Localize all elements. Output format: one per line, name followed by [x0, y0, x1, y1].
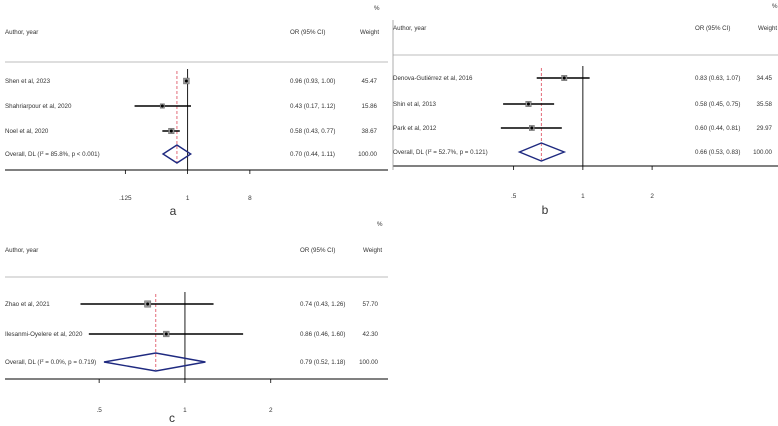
overall-or-ci: 0.66 (0.53, 0.83) — [695, 149, 740, 156]
study-point — [184, 79, 188, 83]
study-point — [526, 102, 530, 106]
panel-label: a — [170, 204, 177, 218]
study-point — [160, 104, 164, 108]
study-point — [530, 126, 534, 130]
overall-diamond — [103, 352, 206, 372]
overall-label: Overall, DL (I2 = 0.0%, p = 0.719) — [5, 358, 96, 367]
panel-label: c — [169, 411, 175, 425]
study-or-ci: 0.58 (0.45, 0.75) — [695, 101, 740, 108]
study-weight: 38.67 — [362, 128, 378, 135]
study-point — [164, 332, 168, 336]
overall-diamond — [517, 142, 567, 162]
study-label: Shahriarpour et al, 2020 — [5, 103, 72, 110]
header-or-ci: OR (95% CI) — [300, 247, 335, 254]
overall-label: Overall, DL (I2 = 52.7%, p = 0.121) — [393, 148, 488, 157]
study-or-ci: 0.96 (0.93, 1.00) — [290, 78, 335, 85]
overall-diamond — [161, 144, 193, 164]
header-weight: Weight — [360, 29, 379, 36]
x-axis-tick-label: .125 — [119, 195, 132, 202]
study-label: Shin et al, 2013 — [393, 101, 437, 108]
study-point — [146, 302, 150, 306]
study-point — [169, 129, 173, 133]
study-or-ci: 0.60 (0.44, 0.81) — [695, 125, 740, 132]
x-axis-tick-label: 2 — [650, 193, 654, 200]
study-or-ci: 0.83 (0.63, 1.07) — [695, 75, 740, 82]
study-weight: 45.47 — [362, 78, 378, 85]
header-percent: % — [772, 3, 778, 10]
header-author-year: Author, year — [5, 29, 38, 36]
study-or-ci: 0.74 (0.43, 1.26) — [300, 301, 345, 308]
study-label: Park et al, 2012 — [393, 125, 437, 132]
study-weight: 15.86 — [362, 103, 378, 110]
study-weight: 35.58 — [757, 101, 773, 108]
header-weight: Weight — [363, 247, 382, 254]
study-or-ci: 0.58 (0.43, 0.77) — [290, 128, 335, 135]
header-percent: % — [377, 221, 383, 228]
study-label: Zhao et al, 2021 — [5, 301, 50, 308]
header-or-ci: OR (95% CI) — [290, 29, 325, 36]
study-weight: 42.30 — [363, 331, 379, 338]
study-label: Noel et al, 2020 — [5, 128, 49, 135]
header-percent: % — [374, 5, 380, 12]
header-weight: Weight — [758, 25, 777, 32]
study-or-ci: 0.43 (0.17, 1.12) — [290, 103, 335, 110]
overall-weight: 100.00 — [753, 149, 772, 156]
header-author-year: Author, year — [393, 25, 426, 32]
x-axis-tick-label: .5 — [96, 407, 102, 414]
study-or-ci: 0.86 (0.46, 1.60) — [300, 331, 345, 338]
x-axis-tick-label: .5 — [511, 193, 517, 200]
overall-or-ci: 0.79 (0.52, 1.18) — [300, 359, 345, 366]
overall-weight: 100.00 — [359, 359, 378, 366]
study-weight: 57.70 — [363, 301, 379, 308]
x-axis-tick-label: 1 — [581, 193, 585, 200]
panel-label: b — [542, 203, 549, 217]
header-or-ci: OR (95% CI) — [695, 25, 730, 32]
study-label: Shen et al, 2023 — [5, 78, 51, 85]
study-label: Ilesanmi-Oyelere et al, 2020 — [5, 331, 83, 338]
overall-weight: 100.00 — [358, 151, 377, 158]
x-axis-tick-label: 1 — [183, 407, 187, 414]
x-axis-tick-label: 2 — [269, 407, 273, 414]
study-label: Denova-Gutiérrez et al, 2016 — [393, 75, 473, 82]
x-axis-tick-label: 8 — [248, 195, 252, 202]
overall-or-ci: 0.70 (0.44, 1.11) — [290, 151, 335, 158]
x-axis-tick-label: 1 — [186, 195, 190, 202]
study-point — [562, 76, 566, 80]
study-weight: 29.97 — [757, 125, 773, 132]
study-weight: 34.45 — [757, 75, 773, 82]
header-author-year: Author, year — [5, 247, 38, 254]
overall-label: Overall, DL (I2 = 85.8%, p < 0.001) — [5, 150, 100, 159]
